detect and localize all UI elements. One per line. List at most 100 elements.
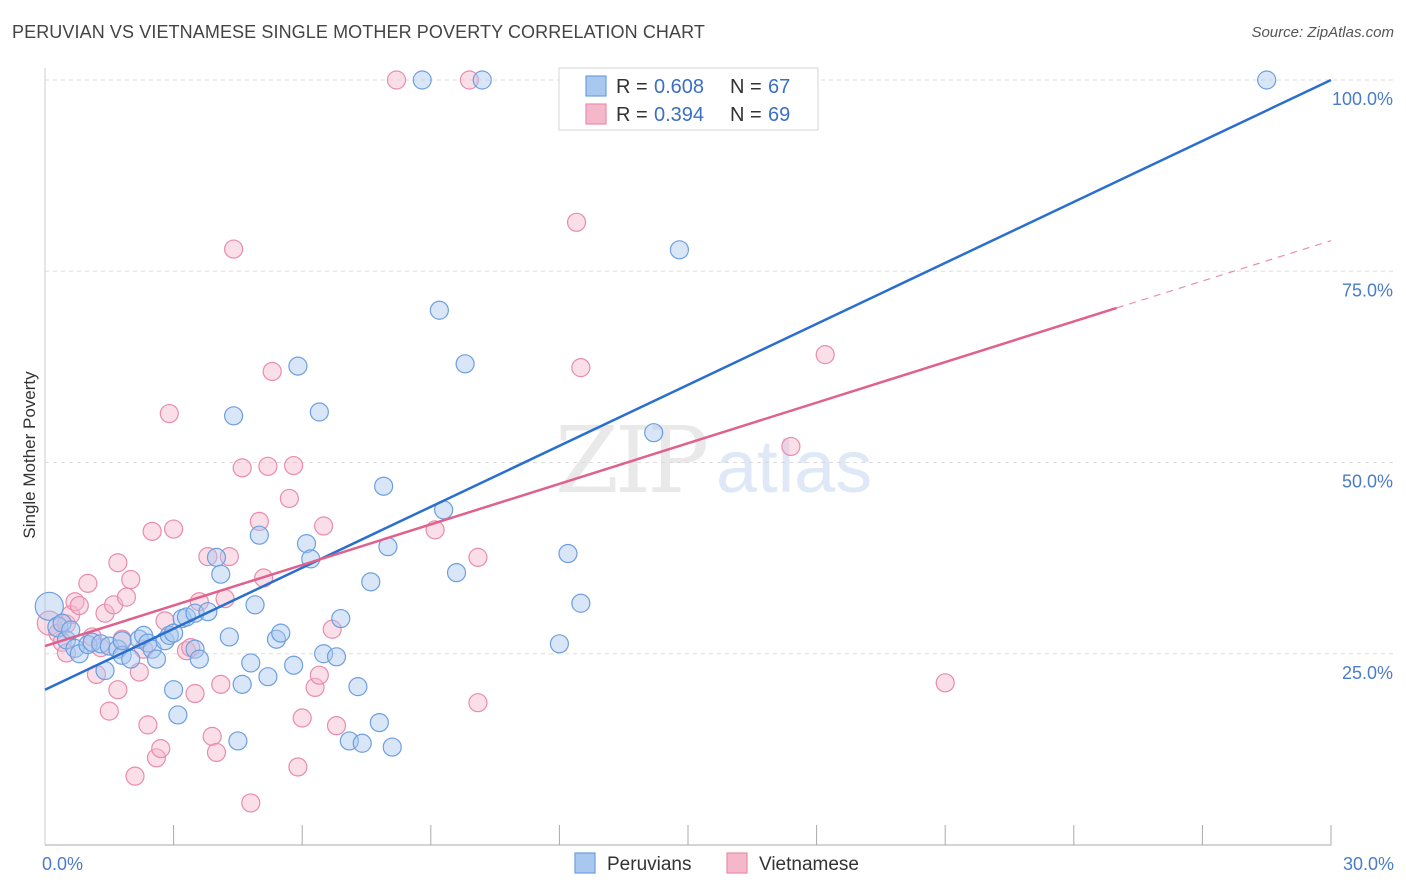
- vietnamese-point-63: [935, 673, 955, 693]
- peruvian-point-71: [1257, 70, 1277, 90]
- bottom-legend-swatch-peruvian: [574, 852, 596, 874]
- vietnamese-point-51: [305, 677, 325, 698]
- y-tick-label-100: 100.0%: [1332, 89, 1393, 109]
- watermark-atlas: atlas: [716, 425, 872, 508]
- legend-r-value-vietnamese: 0.394: [654, 104, 704, 126]
- legend-bottom: Peruvians Vietnamese: [574, 852, 859, 875]
- peruvian-point-14: [112, 631, 132, 651]
- peruvian-point-62: [446, 563, 467, 583]
- vietnamese-point-13: [99, 701, 119, 721]
- vietnamese-point-45: [258, 456, 278, 476]
- vietnamese-trend-extension: [1116, 240, 1332, 309]
- source-label: Source: ZipAtlas.com: [1251, 24, 1394, 41]
- y-tick-label-75: 75.0%: [1342, 280, 1393, 300]
- legend-top: R = 0.608 N = 67 R = 0.394 N = 69: [558, 67, 819, 131]
- legend-r-label-vietnamese: R =: [616, 104, 648, 126]
- peruvian-point-32: [206, 547, 227, 567]
- vietnamese-point-49: [288, 757, 308, 777]
- vietnamese-point-15: [108, 680, 128, 700]
- peruvian-point-39: [245, 595, 265, 615]
- data-points: [34, 70, 1277, 813]
- vietnamese-point-35: [202, 726, 222, 746]
- legend-n-value-peruvians: 67: [768, 76, 790, 98]
- vietnamese-point-36: [206, 742, 227, 763]
- peruvian-point-65: [558, 543, 578, 564]
- legend-swatch-vietnamese: [585, 103, 607, 125]
- peruvian-point-35: [224, 406, 244, 426]
- vietnamese-point-58: [468, 693, 488, 713]
- peruvian-point-29: [185, 639, 205, 659]
- peruvian-point-0: [34, 591, 64, 621]
- legend-n-label-vietnamese: N =: [730, 104, 762, 126]
- vietnamese-point-48: [284, 455, 304, 476]
- vietnamese-point-42: [241, 793, 261, 813]
- peruvian-point-45: [288, 356, 308, 376]
- vietnamese-point-59: [566, 212, 587, 232]
- x-tick-label-30: 30.0%: [1343, 854, 1394, 874]
- vietnamese-point-40: [224, 239, 244, 259]
- legend-r-label-peruvians: R =: [616, 76, 648, 98]
- peruvian-point-34: [219, 627, 239, 647]
- y-axis-title: Single Mother Poverty: [20, 371, 39, 539]
- peruvian-point-48: [309, 402, 329, 422]
- peruvian-point-36: [228, 731, 248, 751]
- peruvian-point-63: [455, 354, 475, 374]
- legend-swatch-peruvians: [585, 75, 607, 97]
- watermark: ZIP atlas: [555, 407, 872, 514]
- legend-n-label-peruvians: N =: [730, 76, 762, 98]
- peruvian-point-44: [284, 655, 304, 675]
- vietnamese-point-43: [249, 511, 269, 532]
- vietnamese-point-41: [232, 458, 252, 478]
- vietnamese-point-47: [279, 488, 299, 509]
- peruvian-point-40: [249, 525, 269, 545]
- peruvian-point-67: [644, 423, 664, 443]
- bottom-legend-label-peruvian: Peruvians: [607, 854, 692, 875]
- vietnamese-point-37: [211, 674, 231, 694]
- axes: 0.0% 30.0%: [42, 68, 1394, 874]
- vietnamese-point-28: [159, 403, 179, 424]
- peruvian-point-54: [352, 733, 372, 753]
- legend-n-value-vietnamese: 69: [768, 104, 790, 126]
- peruvian-point-57: [374, 476, 394, 496]
- gridlines: 25.0% 50.0% 75.0% 100.0%: [45, 79, 1395, 683]
- vietnamese-point-55: [326, 716, 347, 736]
- trend-lines: [44, 78, 1332, 691]
- vietnamese-point-53: [314, 516, 334, 536]
- peruvian-point-46: [296, 533, 317, 554]
- peruvian-point-69: [412, 70, 432, 90]
- peruvian-point-33: [211, 564, 231, 584]
- vietnamese-point-24: [142, 521, 162, 541]
- peruvian-point-41: [258, 667, 278, 687]
- y-tick-label-25: 25.0%: [1342, 663, 1393, 683]
- peruvian-point-50: [326, 647, 347, 667]
- vietnamese-point-16: [108, 553, 128, 573]
- peruvian-point-25: [168, 705, 188, 725]
- y-tick-label-50: 50.0%: [1342, 472, 1393, 492]
- vietnamese-point-8: [78, 573, 98, 593]
- peruvian-point-24: [164, 680, 184, 700]
- vietnamese-point-50: [292, 708, 312, 728]
- vietnamese-point-25: [146, 748, 167, 768]
- legend-r-value-peruvians: 0.608: [654, 76, 704, 98]
- vietnamese-point-57: [468, 547, 488, 567]
- peruvians-trend-line: [44, 78, 1332, 691]
- peruvian-point-37: [232, 674, 252, 694]
- peruvian-point-51: [331, 608, 351, 629]
- vietnamese-point-20: [125, 766, 145, 786]
- vietnamese-point-19: [121, 569, 141, 590]
- peruvian-point-38: [241, 653, 261, 673]
- peruvian-point-59: [382, 737, 402, 757]
- peruvian-point-60: [429, 300, 449, 320]
- peruvian-point-30: [189, 649, 209, 669]
- vietnamese-point-26: [151, 739, 171, 759]
- peruvian-point-68: [669, 240, 690, 260]
- peruvian-point-43: [271, 623, 291, 643]
- peruvian-point-53: [348, 677, 368, 697]
- vietnamese-point-60: [571, 358, 591, 378]
- vietnamese-point-62: [815, 345, 835, 365]
- vietnamese-point-64: [386, 70, 407, 90]
- peruvian-point-64: [549, 634, 570, 654]
- peruvian-point-56: [369, 712, 389, 733]
- vietnamese-point-29: [164, 519, 184, 539]
